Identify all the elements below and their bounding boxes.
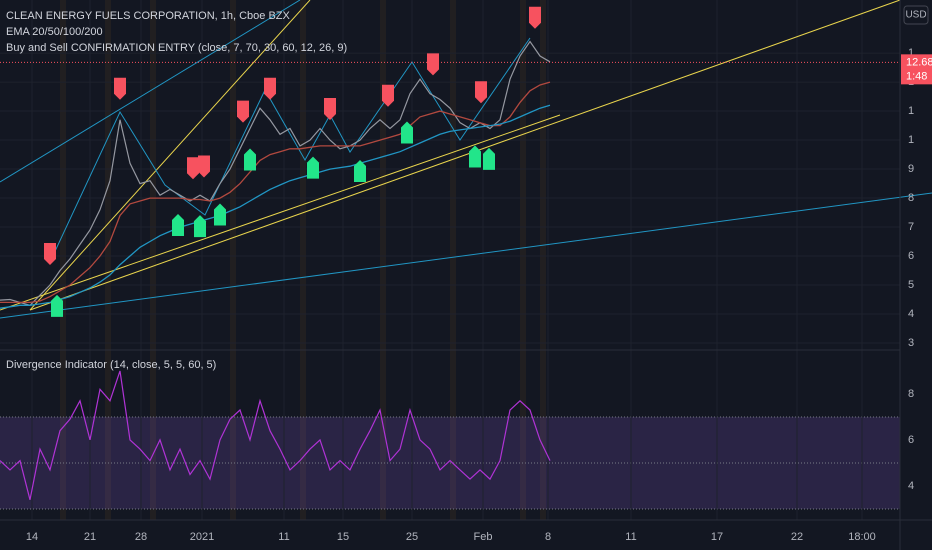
currency-box [903, 5, 929, 25]
x-tick-label: 14 [26, 531, 38, 543]
sell-signal [187, 157, 199, 180]
x-tick-label: 17 [711, 531, 723, 543]
y-tick-label: 4 [908, 480, 914, 492]
buy-signal [244, 148, 256, 171]
y-tick-label: 4 [908, 308, 914, 320]
series-line [0, 370, 551, 500]
buy-signal [172, 213, 184, 236]
last-price-box [901, 54, 932, 85]
x-tick-label: 2021 [190, 531, 214, 543]
x-tick-label: 8 [545, 531, 551, 543]
y-tick-label: 1 [908, 134, 914, 146]
last-price: 12.68 [906, 56, 932, 68]
x-tick-label: 18:00 [848, 531, 876, 543]
sell-signal [264, 77, 276, 100]
buy-signal [469, 145, 481, 168]
x-tick-label: 15 [337, 531, 349, 543]
y-tick-label: 8 [908, 192, 914, 204]
buy-signal [483, 147, 495, 170]
y-tick-label: 9 [908, 163, 914, 175]
y-tick-label: 5 [908, 279, 914, 291]
plot [0, 6, 900, 500]
y-tick-label: 8 [908, 388, 914, 400]
x-tick-label: 21 [84, 531, 96, 543]
sell-signal [382, 84, 394, 107]
buy-signal [401, 121, 413, 144]
buy-signal [354, 160, 366, 183]
sell-signal [114, 77, 126, 100]
sell-signal [237, 100, 249, 123]
x-tick-label: 25 [406, 531, 418, 543]
x-tick-label: 11 [278, 531, 289, 543]
y-tick-label: 3 [908, 337, 914, 349]
x-tick-label: 28 [135, 531, 147, 543]
x-tick-label: Feb [474, 531, 493, 543]
x-tick-label: 11 [625, 531, 636, 543]
indicator-title: Divergence Indicator (14, close, 5, 5, 6… [6, 359, 216, 371]
y-tick-label: 1 [908, 47, 914, 59]
stripes [60, 0, 546, 520]
y-tick-label: 6 [908, 434, 914, 446]
sell-signal [198, 155, 210, 178]
buy-signal [307, 156, 319, 179]
trend-lines [0, 0, 932, 319]
buy-signal [51, 294, 63, 317]
buy-signal [194, 215, 206, 238]
indicator-label: EMA 20/50/100/200 [6, 26, 103, 38]
sell-signal [529, 6, 541, 29]
currency: USD [905, 10, 926, 21]
indicator-label: Buy and Sell CONFIRMATION ENTRY (close, … [6, 42, 347, 54]
y-tick-label: 7 [908, 221, 914, 233]
sell-signal [44, 243, 56, 266]
sell-signal [475, 81, 487, 104]
series-line [0, 104, 551, 309]
x-tick-label: 22 [791, 531, 803, 543]
countdown: 1:48 [906, 70, 927, 82]
sell-signal [427, 53, 439, 76]
series-line [0, 81, 551, 304]
y-tick-label: 6 [908, 250, 914, 262]
buy-signal [214, 203, 226, 226]
series-line [0, 40, 551, 306]
chart-title: CLEAN ENERGY FUELS CORPORATION, 1h, Cboe… [6, 10, 291, 22]
sell-signal [324, 98, 336, 121]
y-tick-label: 1 [908, 105, 914, 117]
